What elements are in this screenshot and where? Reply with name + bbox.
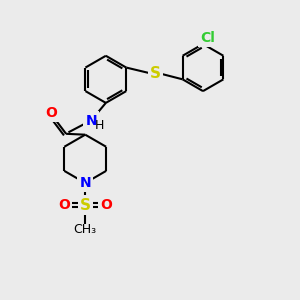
Text: O: O [45,106,57,120]
Text: CH₃: CH₃ [74,223,97,236]
Text: S: S [80,198,91,213]
Text: O: O [100,198,112,212]
Text: N: N [85,114,97,128]
Text: H: H [95,119,104,132]
Text: N: N [80,176,91,190]
Text: Cl: Cl [200,31,215,44]
Text: O: O [58,198,70,212]
Text: S: S [150,66,161,81]
